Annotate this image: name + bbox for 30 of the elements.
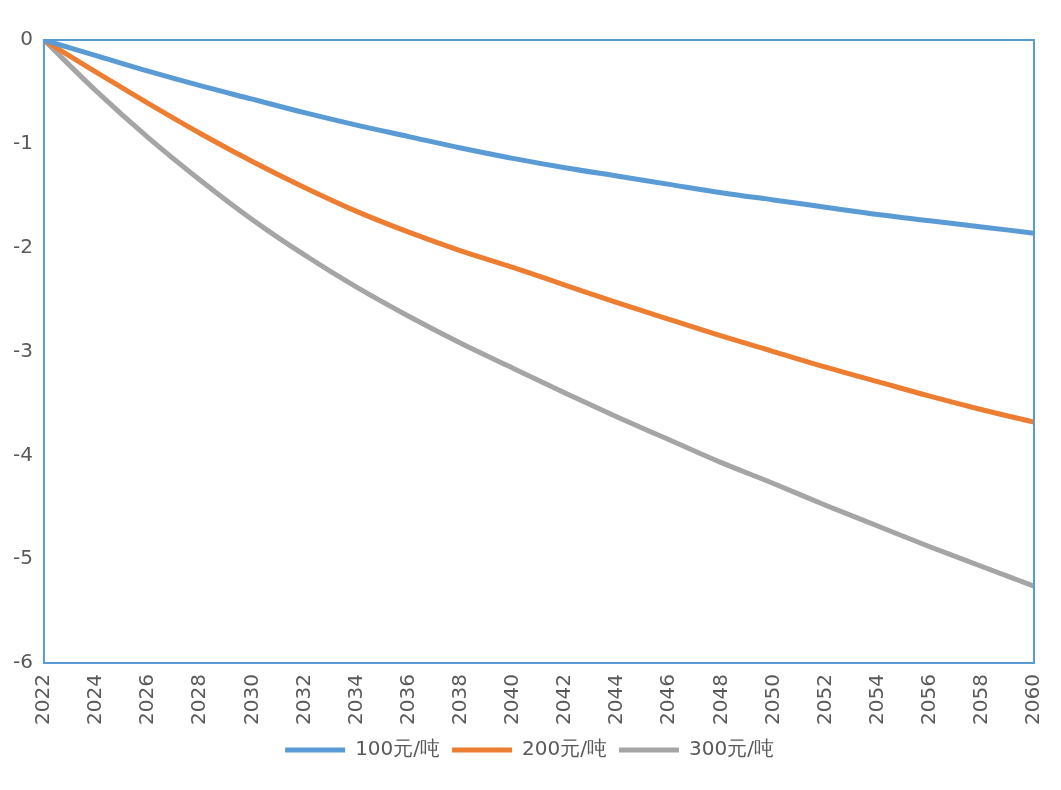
legend-label: 100元/吨 xyxy=(355,736,441,761)
x-tick-label: 2026 xyxy=(134,674,159,726)
x-tick-label: 2036 xyxy=(394,674,419,726)
legend-label: 300元/吨 xyxy=(688,736,774,761)
x-tick-label: 2044 xyxy=(603,674,628,726)
x-tick-label: 2022 xyxy=(30,674,55,726)
x-tick-label: 2032 xyxy=(290,674,315,726)
x-tick-label: 2052 xyxy=(811,674,836,726)
x-tick-label: 2048 xyxy=(707,674,732,726)
y-tick-label: 0 xyxy=(20,26,33,51)
y-tick-label: -1 xyxy=(12,130,33,155)
x-tick-label: 2050 xyxy=(759,674,784,726)
y-tick-label: -2 xyxy=(12,233,33,258)
x-tick-label: 2046 xyxy=(655,674,680,726)
legend-label: 200元/吨 xyxy=(522,736,607,761)
x-tick-label: 2056 xyxy=(915,674,940,726)
x-tick-label: 2034 xyxy=(342,674,367,726)
x-tick-label: 2040 xyxy=(499,674,524,726)
x-tick-label: 2060 xyxy=(1020,674,1045,726)
y-tick-label: -5 xyxy=(12,545,33,570)
x-tick-label: 2058 xyxy=(968,674,993,726)
x-tick-label: 2024 xyxy=(82,674,107,726)
x-tick-label: 2038 xyxy=(447,674,472,726)
x-tick-label: 2030 xyxy=(238,674,263,726)
y-tick-label: -6 xyxy=(12,649,33,674)
x-tick-label: 2042 xyxy=(551,674,576,726)
x-tick-label: 2028 xyxy=(186,674,211,726)
y-tick-label: -4 xyxy=(12,441,33,466)
y-tick-label: -3 xyxy=(12,337,33,362)
x-tick-label: 2054 xyxy=(863,674,888,726)
